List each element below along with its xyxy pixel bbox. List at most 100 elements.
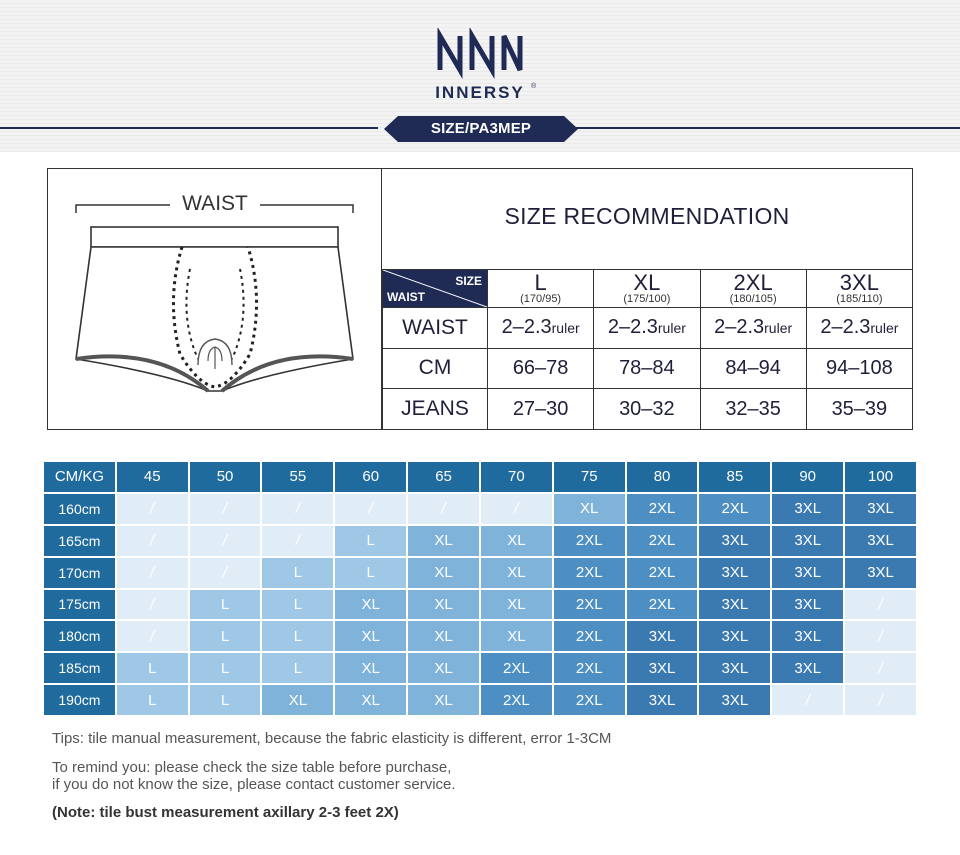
tag-arrow-right xyxy=(564,116,578,142)
weight-header: 90 xyxy=(772,462,844,492)
grid-cell-size: 3XL xyxy=(772,589,844,620)
grid-cell-empty: / xyxy=(262,525,334,556)
grid-row: 160cm / / / / / / XL 2XL 2XL 3XL 3XL xyxy=(44,493,916,524)
row-label: CM xyxy=(382,347,488,390)
grid-cell-size: 2XL xyxy=(553,685,625,715)
waist-label: WAIST xyxy=(182,192,248,215)
grid-cell-empty: / xyxy=(408,493,479,524)
height-label: 170cm xyxy=(44,557,115,588)
size-col-xl: XL (175/100) xyxy=(593,269,701,308)
weight-header: 60 xyxy=(335,462,407,492)
weight-header: 100 xyxy=(845,462,916,492)
weight-header: 65 xyxy=(408,462,479,492)
grid-cell-size: XL xyxy=(335,621,407,652)
size-header-row: SIZE WAIST L (170/95) XL (175/100) 2XL (180… xyxy=(382,269,914,308)
size-range: (170/95) xyxy=(520,293,562,305)
weight-header: 80 xyxy=(626,462,698,492)
grid-cell-empty: / xyxy=(845,685,916,715)
weight-header: 50 xyxy=(189,462,261,492)
weight-header: 55 xyxy=(262,462,334,492)
grid-row: 180cm / L L XL XL XL 2XL 3XL 3XL 3XL / xyxy=(44,621,916,652)
waist-row: WAIST 2–2.3ruler 2–2.3ruler 2–2.3ruler 2… xyxy=(382,307,914,349)
grid-cell-empty: / xyxy=(262,493,334,524)
header-divider-left xyxy=(0,127,378,129)
size-name: L xyxy=(534,270,547,295)
grid-cell-empty: / xyxy=(116,589,188,620)
measurement-tip: Tips: tile manual measurement, because t… xyxy=(52,730,612,747)
grid-cell-size: 3XL xyxy=(772,557,844,588)
grid-cell-size: XL xyxy=(480,557,552,588)
underwear-illustration: WAIST xyxy=(48,169,382,429)
grid-cell-size: 3XL xyxy=(772,493,844,524)
size-range: (185/110) xyxy=(836,293,883,305)
size-tag: SIZE/PA3MEP xyxy=(398,116,564,142)
grid-corner: CM/KG xyxy=(44,462,115,492)
grid-cell-size: 3XL xyxy=(699,653,771,684)
grid-cell-size: XL xyxy=(480,621,552,652)
size-recommendation-table: SIZE WAIST L (170/95) XL (175/100) 2XL (180… xyxy=(382,269,914,430)
reminder-line-2: if you do not know the size, please cont… xyxy=(52,776,456,793)
notes-section: Tips: tile manual measurement, because t… xyxy=(52,730,932,822)
grid-cell-size: 2XL xyxy=(553,589,625,620)
grid-cell-size: XL xyxy=(335,685,407,715)
height-label: 165cm xyxy=(44,525,115,556)
height-label: 175cm xyxy=(44,589,115,620)
grid-cell-size: 2XL xyxy=(626,525,698,556)
grid-cell-size: L xyxy=(335,525,407,556)
waist-value: 2–2.3ruler xyxy=(486,307,595,349)
grid-cell-empty: / xyxy=(116,525,188,556)
grid-cell-empty: / xyxy=(189,493,261,524)
grid-cell-empty: / xyxy=(116,557,188,588)
size-name: XL xyxy=(633,270,661,295)
tag-arrow-left xyxy=(384,116,398,142)
size-range: (175/100) xyxy=(623,293,671,305)
jeans-value: 27–30 xyxy=(486,388,595,430)
header-divider-right xyxy=(576,127,960,129)
grid-cell-size: 3XL xyxy=(845,493,916,524)
grid-cell-size: 2XL xyxy=(553,557,625,588)
height-label: 160cm xyxy=(44,493,115,524)
size-recommendation-panel: WAIST SIZE RECOMMENDATION SIZE xyxy=(47,168,914,430)
grid-cell-size: 2XL xyxy=(626,557,698,588)
bust-note: (Note: tile bust measurement axillary 2-… xyxy=(52,804,399,821)
grid-cell-size: 3XL xyxy=(699,685,771,715)
weight-header-row: CM/KG 45 50 55 60 65 70 75 80 85 90 100 xyxy=(44,462,916,492)
table-corner: SIZE WAIST xyxy=(382,269,488,308)
grid-cell-size: XL xyxy=(553,493,625,524)
grid-cell-size: XL xyxy=(408,621,479,652)
cm-value: 78–84 xyxy=(593,347,701,390)
height-label: 180cm xyxy=(44,621,115,652)
grid-cell-size: 2XL xyxy=(553,621,625,652)
grid-cell-size: L xyxy=(189,653,261,684)
grid-cell-size: XL xyxy=(262,685,334,715)
grid-row: 175cm / L L XL XL XL 2XL 2XL 3XL 3XL / xyxy=(44,589,916,620)
grid-cell-size: 3XL xyxy=(772,621,844,652)
grid-cell-size: L xyxy=(116,653,188,684)
grid-cell-size: 3XL xyxy=(626,653,698,684)
grid-cell-size: L xyxy=(335,557,407,588)
grid-cell-size: 2XL xyxy=(699,493,771,524)
corner-size-label: SIZE xyxy=(455,274,482,288)
grid-cell-size: L xyxy=(262,557,334,588)
grid-cell-size: 2XL xyxy=(480,685,552,715)
grid-cell-size: 2XL xyxy=(626,493,698,524)
grid-cell-size: XL xyxy=(480,525,552,556)
jeans-value: 35–39 xyxy=(805,388,914,430)
weight-header: 75 xyxy=(553,462,625,492)
grid-cell-empty: / xyxy=(116,621,188,652)
grid-cell-size: 2XL xyxy=(553,653,625,684)
grid-cell-size: 3XL xyxy=(772,525,844,556)
size-col-2xl: 2XL (180/105) xyxy=(699,269,807,308)
waist-value: 2–2.3ruler xyxy=(699,307,807,349)
grid-cell-size: XL xyxy=(408,589,479,620)
height-weight-size-grid: CM/KG 45 50 55 60 65 70 75 80 85 90 100 160cm / / / / / / X… xyxy=(42,460,918,717)
cm-value: 84–94 xyxy=(699,347,807,390)
reminder-line-1: To remind you: please check the size tab… xyxy=(52,759,452,776)
grid-row: 190cm L L XL XL XL 2XL 2XL 3XL 3XL / / xyxy=(44,685,916,715)
height-label: 185cm xyxy=(44,653,115,684)
grid-cell-size: 3XL xyxy=(626,685,698,715)
grid-cell-size: L xyxy=(116,685,188,715)
grid-row: 165cm / / / L XL XL 2XL 2XL 3XL 3XL 3XL xyxy=(44,525,916,556)
corner-waist-label: WAIST xyxy=(387,290,425,304)
grid-row: 185cm L L L XL XL 2XL 2XL 3XL 3XL 3XL / xyxy=(44,653,916,684)
